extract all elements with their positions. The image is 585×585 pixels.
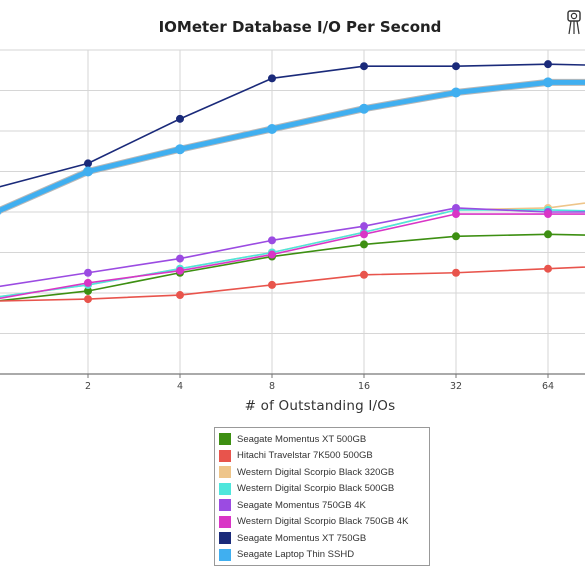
data-point — [175, 144, 185, 155]
data-point — [268, 250, 276, 259]
axes — [0, 373, 585, 378]
x-tick-label: 32 — [450, 381, 462, 392]
series-6 — [0, 210, 585, 300]
series-line — [0, 213, 585, 300]
legend-label: Seagate Momentus 750GB 4K — [237, 499, 366, 511]
legend-label: Seagate Momentus XT 500GB — [237, 433, 367, 445]
data-point — [452, 268, 460, 277]
data-point — [452, 210, 460, 219]
data-point — [268, 236, 276, 245]
data-point — [267, 123, 277, 134]
data-point — [360, 270, 368, 279]
legend-label: Western Digital Scorpio Black 750GB 4K — [237, 516, 409, 528]
legend-item[interactable]: Seagate Momentus XT 500GB — [219, 431, 429, 448]
legend-swatch — [219, 515, 231, 528]
legend-label: Hitachi Travelstar 7K500 500GB — [237, 450, 373, 462]
series-line — [0, 233, 585, 302]
legend-label: Western Digital Scorpio Black 320GB — [237, 466, 395, 478]
camera-icon[interactable] — [565, 6, 583, 41]
data-point — [84, 295, 92, 304]
data-point — [360, 240, 368, 249]
data-point — [359, 103, 369, 114]
x-axis-label: # of Outstanding I/Os — [244, 398, 396, 414]
series-2 — [0, 264, 585, 304]
legend-item[interactable]: Seagate Momentus XT 750GB — [219, 530, 429, 547]
data-point — [360, 222, 368, 231]
data-point — [543, 77, 553, 88]
grid — [0, 49, 585, 375]
series-line — [0, 207, 585, 288]
legend-item[interactable]: Western Digital Scorpio Black 750GB 4K — [219, 514, 429, 531]
x-tick-label: 2 — [85, 381, 91, 392]
data-point — [84, 159, 92, 168]
data-point — [544, 60, 552, 69]
data-point — [176, 254, 184, 263]
data-point — [84, 268, 92, 277]
legend-label: Seagate Momentus XT 750GB — [237, 532, 367, 544]
data-point — [452, 62, 460, 71]
data-point — [360, 62, 368, 71]
data-point — [544, 210, 552, 219]
legend-swatch — [219, 466, 231, 479]
series-8 — [0, 77, 585, 215]
legend-item[interactable]: Hitachi Travelstar 7K500 500GB — [219, 448, 429, 465]
data-point — [0, 209, 1, 215]
x-tick-label: 64 — [542, 381, 554, 392]
legend-swatch — [219, 449, 231, 462]
legend-item[interactable]: Western Digital Scorpio Black 320GB — [219, 464, 429, 481]
data-point — [451, 87, 461, 98]
data-point — [84, 286, 92, 295]
legend-item[interactable]: Western Digital Scorpio Black 500GB — [219, 481, 429, 498]
series-line — [0, 79, 585, 213]
data-point — [176, 291, 184, 300]
legend-swatch — [219, 482, 231, 495]
data-point — [268, 280, 276, 289]
legend: Seagate Momentus XT 500GB Hitachi Travels… — [214, 427, 430, 566]
data-point — [268, 74, 276, 83]
legend-label: Seagate Laptop Thin SSHD — [237, 549, 355, 561]
series-group — [0, 60, 585, 304]
data-point — [83, 166, 93, 177]
data-point — [360, 230, 368, 239]
legend-item[interactable]: Seagate Momentus 750GB 4K — [219, 497, 429, 514]
plot-area: 2 4 8 16 32 64 — [0, 49, 585, 392]
series-7 — [0, 60, 585, 188]
data-point — [544, 230, 552, 239]
legend-swatch — [219, 532, 231, 545]
legend-swatch — [219, 499, 231, 512]
data-point — [452, 203, 460, 212]
series-line — [0, 266, 585, 302]
legend-item[interactable]: Seagate Laptop Thin SSHD — [219, 547, 429, 564]
data-point — [176, 114, 184, 123]
data-point — [176, 266, 184, 275]
legend-label: Western Digital Scorpio Black 500GB — [237, 483, 395, 495]
legend-swatch — [219, 548, 231, 561]
x-tick-label: 8 — [269, 381, 275, 392]
legend-swatch — [219, 433, 231, 446]
data-point — [84, 278, 92, 287]
data-point — [544, 264, 552, 273]
series-line — [0, 209, 585, 298]
x-tick-label: 16 — [358, 381, 370, 392]
x-tick-label: 4 — [177, 381, 183, 392]
data-point — [452, 232, 460, 241]
x-tick-labels: 2 4 8 16 32 64 — [85, 381, 554, 392]
chart-title: IOMeter Database I/O Per Second — [158, 18, 442, 36]
series-line — [0, 63, 585, 188]
